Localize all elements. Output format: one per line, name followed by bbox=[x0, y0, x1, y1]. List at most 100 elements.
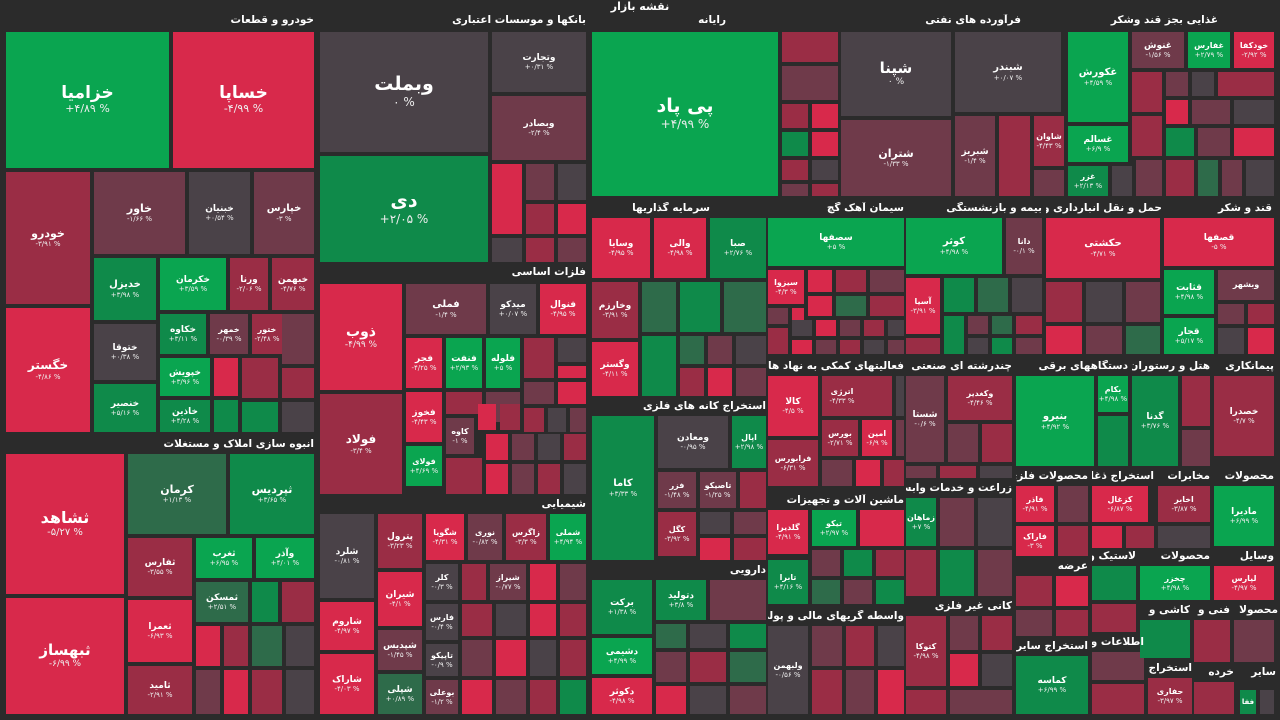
stock-tile-small[interactable] bbox=[968, 338, 988, 354]
stock-tile[interactable]: کلر -۰/۳ % bbox=[426, 564, 458, 600]
stock-tile[interactable]: غزر +۲/۱۳ % bbox=[1068, 166, 1108, 196]
stock-tile[interactable]: شیران -۴/۱ % bbox=[378, 572, 422, 626]
stock-tile-small[interactable] bbox=[690, 686, 726, 714]
stock-tile-small[interactable] bbox=[816, 320, 836, 336]
stock-tile[interactable]: دشیمی +۴/۹۹ % bbox=[592, 638, 652, 674]
stock-tile-small[interactable] bbox=[1218, 72, 1274, 96]
stock-tile[interactable]: والی -۴/۹۸ % bbox=[654, 218, 706, 278]
stock-tile-small[interactable] bbox=[1192, 100, 1230, 124]
stock-tile-small[interactable] bbox=[1092, 566, 1136, 600]
stock-tile[interactable]: فاراک -۳ % bbox=[1016, 526, 1054, 556]
stock-tile-small[interactable] bbox=[1166, 72, 1188, 96]
stock-tile[interactable]: اترژی -۴/۳۳ % bbox=[822, 376, 862, 416]
stock-tile[interactable]: شپلی +۰/۸۹ % bbox=[378, 674, 422, 714]
stock-tile[interactable]: پی پاد +۴/۹۹ % bbox=[592, 32, 778, 196]
stock-tile-small[interactable] bbox=[496, 604, 526, 636]
stock-tile-small[interactable] bbox=[642, 282, 676, 332]
stock-tile-small[interactable] bbox=[1112, 166, 1132, 196]
stock-tile-small[interactable] bbox=[978, 498, 1012, 546]
stock-tile-small[interactable] bbox=[782, 184, 808, 196]
stock-tile[interactable]: نوری -۰/۸۲ % bbox=[468, 514, 502, 560]
stock-tile-small[interactable] bbox=[1086, 326, 1122, 354]
stock-tile[interactable]: غفارس +۲/۷۹ % bbox=[1188, 32, 1230, 68]
stock-tile[interactable]: ثفارس -۳/۵۵ % bbox=[128, 538, 192, 596]
stock-tile[interactable]: شملی +۴/۹۴ % bbox=[550, 514, 586, 560]
stock-tile-small[interactable] bbox=[500, 404, 520, 430]
stock-tile-small[interactable] bbox=[530, 604, 556, 636]
stock-tile[interactable]: زماهان +۷ % bbox=[906, 498, 936, 546]
stock-tile-small[interactable] bbox=[708, 368, 732, 396]
stock-tile-small[interactable] bbox=[700, 512, 730, 534]
stock-tile-small[interactable] bbox=[656, 652, 686, 682]
stock-tile-small[interactable] bbox=[1034, 170, 1064, 196]
stock-tile-small[interactable] bbox=[560, 640, 586, 676]
stock-tile-small[interactable] bbox=[1260, 690, 1274, 714]
stock-tile-small[interactable] bbox=[196, 626, 220, 666]
stock-tile-small[interactable] bbox=[816, 340, 836, 354]
stock-tile-small[interactable] bbox=[512, 464, 534, 494]
stock-tile-small[interactable] bbox=[948, 424, 978, 462]
stock-tile[interactable]: تیکو +۲/۹۷ % bbox=[812, 510, 856, 546]
stock-tile[interactable]: فملی -۱/۴ % bbox=[406, 284, 486, 334]
stock-tile-small[interactable] bbox=[840, 320, 860, 336]
stock-tile[interactable]: اخابر -۳/۸۷ % bbox=[1158, 486, 1210, 522]
stock-tile-small[interactable] bbox=[286, 670, 314, 714]
stock-tile-small[interactable] bbox=[1218, 328, 1244, 354]
stock-tile-small[interactable] bbox=[656, 624, 686, 648]
stock-tile-small[interactable] bbox=[558, 164, 586, 200]
stock-tile[interactable]: بورس -۲/۷۱ % bbox=[822, 420, 858, 456]
stock-tile-small[interactable] bbox=[1246, 160, 1274, 196]
stock-tile[interactable]: مادیرا +۶/۹۹ % bbox=[1214, 486, 1274, 546]
stock-tile-small[interactable] bbox=[1222, 160, 1242, 196]
stock-tile-small[interactable] bbox=[782, 66, 838, 100]
stock-tile-small[interactable] bbox=[1132, 116, 1162, 156]
stock-tile[interactable]: ثشاهد -۵/۲۷ % bbox=[6, 454, 124, 594]
stock-tile[interactable]: خمهر -۰/۳۹ % bbox=[210, 314, 248, 354]
stock-tile-small[interactable] bbox=[656, 686, 686, 714]
stock-tile-small[interactable] bbox=[999, 116, 1030, 196]
stock-tile-small[interactable] bbox=[836, 270, 866, 292]
stock-tile-small[interactable] bbox=[844, 580, 872, 604]
stock-tile-small[interactable] bbox=[252, 626, 282, 666]
stock-tile-small[interactable] bbox=[526, 238, 554, 262]
stock-tile-small[interactable] bbox=[492, 238, 522, 262]
stock-tile[interactable]: فلوله +۵ % bbox=[486, 338, 520, 388]
stock-tile[interactable]: زاگرس -۳/۳ % bbox=[506, 514, 546, 560]
stock-tile-small[interactable] bbox=[1046, 326, 1082, 354]
stock-tile[interactable]: دانا -۰/۱ % bbox=[1006, 218, 1042, 274]
stock-tile-small[interactable] bbox=[978, 550, 1012, 596]
stock-tile-small[interactable] bbox=[252, 670, 282, 714]
stock-tile-small[interactable] bbox=[558, 238, 586, 262]
stock-tile-small[interactable] bbox=[530, 680, 556, 714]
stock-tile-small[interactable] bbox=[558, 338, 586, 362]
stock-tile[interactable]: غسالم +۶/۹ % bbox=[1068, 126, 1128, 162]
stock-tile-small[interactable] bbox=[526, 164, 554, 200]
stock-tile-small[interactable] bbox=[792, 320, 812, 336]
stock-tile-small[interactable] bbox=[1016, 576, 1052, 606]
stock-tile-small[interactable] bbox=[560, 680, 586, 714]
stock-tile-small[interactable] bbox=[864, 340, 884, 354]
stock-tile[interactable]: گلدیرا -۴/۹۱ % bbox=[768, 510, 808, 554]
stock-tile[interactable]: خبهمن -۴/۷۶ % bbox=[272, 258, 314, 310]
stock-tile[interactable]: ومعادن -۰/۹۵ % bbox=[658, 416, 728, 468]
stock-tile[interactable]: شپنا ۰ % bbox=[841, 32, 951, 116]
stock-tile-small[interactable] bbox=[782, 32, 838, 62]
stock-tile-small[interactable] bbox=[846, 670, 874, 714]
stock-tile-small[interactable] bbox=[1192, 72, 1214, 96]
stock-tile-small[interactable] bbox=[950, 690, 1012, 714]
stock-tile[interactable]: خنصیر +۵/۱۶ % bbox=[94, 384, 156, 432]
stock-tile[interactable]: فجر -۴/۲۵ % bbox=[406, 338, 442, 388]
stock-tile-small[interactable] bbox=[884, 460, 904, 486]
stock-tile[interactable]: فخوز -۴/۴۳ % bbox=[406, 392, 442, 442]
stock-tile-small[interactable] bbox=[548, 408, 566, 432]
stock-tile[interactable]: بوعلی -۱/۲ % bbox=[426, 680, 458, 714]
stock-tile-small[interactable] bbox=[982, 424, 1012, 462]
stock-tile-small[interactable] bbox=[462, 640, 492, 676]
stock-tile-small[interactable] bbox=[496, 680, 526, 714]
stock-tile[interactable]: ذوب -۴/۹۹ % bbox=[320, 284, 402, 390]
stock-tile-small[interactable] bbox=[870, 296, 904, 316]
stock-tile-small[interactable] bbox=[524, 338, 554, 378]
stock-tile-small[interactable] bbox=[768, 308, 788, 324]
stock-tile-small[interactable] bbox=[944, 316, 964, 354]
stock-tile[interactable]: حکشتی -۴/۷۱ % bbox=[1046, 218, 1160, 278]
